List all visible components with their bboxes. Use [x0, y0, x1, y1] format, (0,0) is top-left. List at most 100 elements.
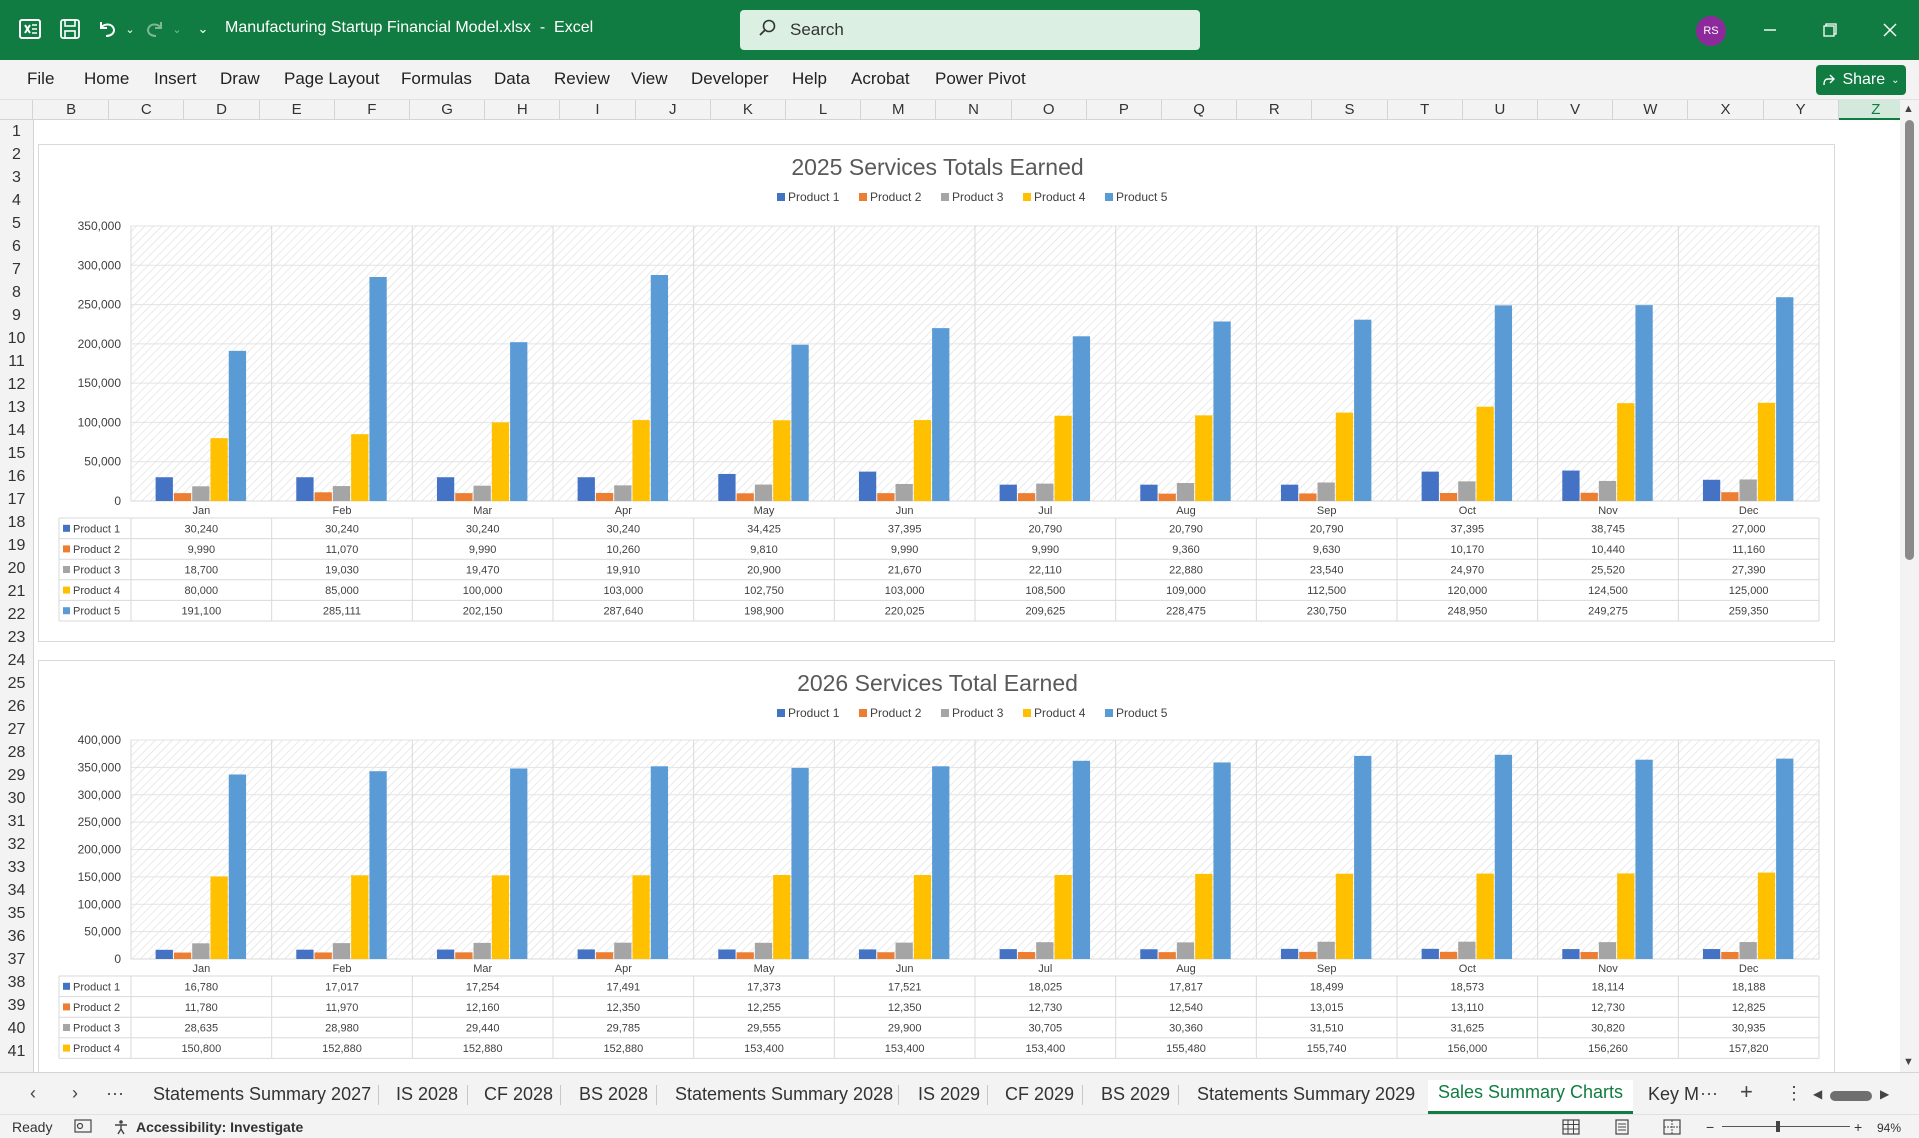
- row-header-33[interactable]: 33: [7, 859, 26, 876]
- row-header-13[interactable]: 13: [7, 399, 26, 416]
- zoom-level[interactable]: 94%: [1877, 1121, 1902, 1135]
- customize-toolbar-icon[interactable]: ⌄: [197, 21, 209, 36]
- column-header-r[interactable]: R: [1237, 100, 1313, 120]
- row-header-32[interactable]: 32: [7, 836, 26, 853]
- menu-file[interactable]: File: [27, 69, 55, 88]
- scroll-up-icon[interactable]: ▲: [1903, 103, 1914, 115]
- column-header-x[interactable]: X: [1688, 100, 1764, 120]
- undo-icon[interactable]: [92, 14, 122, 44]
- row-header-2[interactable]: 2: [12, 146, 21, 163]
- row-header-16[interactable]: 16: [7, 468, 26, 485]
- row-header-39[interactable]: 39: [7, 997, 26, 1014]
- column-header-y[interactable]: Y: [1764, 100, 1839, 120]
- row-header-18[interactable]: 18: [7, 514, 26, 531]
- column-header-m[interactable]: M: [861, 100, 937, 120]
- tab-key-m[interactable]: Key M: [1648, 1084, 1700, 1104]
- menu-page-layout[interactable]: Page Layout: [284, 69, 380, 88]
- column-header-f[interactable]: F: [335, 100, 410, 120]
- row-header-34[interactable]: 34: [7, 882, 26, 899]
- row-header-35[interactable]: 35: [7, 905, 26, 922]
- zoom-slider-thumb[interactable]: [1776, 1121, 1780, 1132]
- row-header-8[interactable]: 8: [12, 284, 21, 301]
- scroll-down-icon[interactable]: ▼: [1903, 1056, 1914, 1068]
- column-header-j[interactable]: J: [636, 100, 711, 120]
- redo-icon[interactable]: [140, 14, 170, 44]
- row-header-15[interactable]: 15: [7, 445, 26, 462]
- row-header-4[interactable]: 4: [12, 192, 21, 209]
- column-header-g[interactable]: G: [410, 100, 486, 120]
- menu-insert[interactable]: Insert: [154, 69, 197, 88]
- column-header-t[interactable]: T: [1388, 100, 1463, 120]
- row-header-24[interactable]: 24: [7, 652, 26, 669]
- column-header-v[interactable]: V: [1538, 100, 1614, 120]
- menu-review[interactable]: Review: [554, 69, 610, 88]
- column-header-e[interactable]: E: [260, 100, 335, 120]
- column-header-n[interactable]: N: [936, 100, 1012, 120]
- row-header-40[interactable]: 40: [7, 1020, 26, 1037]
- row-header-1[interactable]: 1: [12, 123, 21, 140]
- tab-is-2028[interactable]: IS 2028: [396, 1084, 459, 1104]
- menu-home[interactable]: Home: [84, 69, 130, 88]
- tab-bs-2028[interactable]: BS 2028: [579, 1084, 649, 1104]
- zoom-in-icon[interactable]: +: [1854, 1119, 1863, 1135]
- row-header-26[interactable]: 26: [7, 698, 26, 715]
- menu-power-pivot[interactable]: Power Pivot: [935, 69, 1026, 88]
- row-header-21[interactable]: 21: [7, 583, 26, 600]
- column-header-h[interactable]: H: [485, 100, 561, 120]
- row-header-38[interactable]: 38: [7, 974, 26, 991]
- tab-scroll-left-icon[interactable]: ‹: [30, 1083, 36, 1103]
- row-header-22[interactable]: 22: [7, 606, 26, 623]
- column-header-l[interactable]: L: [786, 100, 862, 120]
- hscroll-right-icon[interactable]: ▶: [1880, 1087, 1890, 1101]
- zoom-out-icon[interactable]: −: [1706, 1119, 1715, 1135]
- menu-data[interactable]: Data: [494, 69, 530, 88]
- tab-bs-2029[interactable]: BS 2029: [1101, 1084, 1171, 1104]
- accessibility-icon[interactable]: [113, 1119, 129, 1138]
- horizontal-scroll-thumb[interactable]: [1830, 1091, 1872, 1101]
- select-all-corner[interactable]: [0, 100, 33, 120]
- worksheet-grid[interactable]: 2025 Services Totals Earned Product 1 Prod…: [34, 120, 1900, 1072]
- column-header-o[interactable]: O: [1012, 100, 1087, 120]
- menu-formulas[interactable]: Formulas: [401, 69, 472, 88]
- column-header-u[interactable]: U: [1463, 100, 1538, 120]
- row-header-41[interactable]: 41: [7, 1043, 26, 1060]
- column-header-d[interactable]: D: [184, 100, 260, 120]
- search-box[interactable]: Search: [740, 10, 1200, 50]
- row-header-12[interactable]: 12: [7, 376, 26, 393]
- save-icon[interactable]: [55, 14, 85, 44]
- column-header-i[interactable]: I: [560, 100, 636, 120]
- menu-acrobat[interactable]: Acrobat: [851, 69, 910, 88]
- row-header-23[interactable]: 23: [7, 629, 26, 646]
- tab-sales-summary-charts[interactable]: Sales Summary Charts: [1428, 1080, 1634, 1114]
- row-header-37[interactable]: 37: [7, 951, 26, 968]
- zoom-slider[interactable]: [1722, 1126, 1850, 1127]
- add-sheet-button[interactable]: +: [1740, 1079, 1753, 1104]
- row-header-9[interactable]: 9: [12, 307, 21, 324]
- row-header-20[interactable]: 20: [7, 560, 26, 577]
- row-header-30[interactable]: 30: [7, 790, 26, 807]
- page-break-view-icon[interactable]: [1663, 1119, 1681, 1138]
- user-avatar[interactable]: RS: [1696, 16, 1726, 46]
- vertical-ellipsis-icon[interactable]: ⋮: [1785, 1083, 1803, 1103]
- normal-view-icon[interactable]: [1562, 1119, 1580, 1138]
- column-header-w[interactable]: W: [1613, 100, 1689, 120]
- share-button[interactable]: Share ⌄: [1816, 65, 1906, 95]
- column-header-s[interactable]: S: [1312, 100, 1388, 120]
- row-header-3[interactable]: 3: [12, 169, 21, 186]
- undo-dropdown-icon[interactable]: ⌄: [125, 23, 135, 36]
- tab-cf-2029[interactable]: CF 2029: [1005, 1084, 1075, 1104]
- close-icon[interactable]: [1868, 12, 1912, 48]
- tab-statements-summary-2027[interactable]: Statements Summary 2027: [153, 1084, 372, 1104]
- row-header-17[interactable]: 17: [7, 491, 26, 508]
- hscroll-left-icon[interactable]: ◀: [1813, 1087, 1823, 1101]
- vertical-scrollbar[interactable]: ▲ ▼: [1900, 100, 1919, 1072]
- tab-is-2029[interactable]: IS 2029: [918, 1084, 981, 1104]
- page-layout-view-icon[interactable]: [1613, 1119, 1631, 1138]
- chart-2025[interactable]: 2025 Services Totals Earned Product 1 Prod…: [38, 144, 1835, 642]
- chart-2026[interactable]: 2026 Services Total Earned Product 1 Produ…: [38, 660, 1835, 1072]
- macro-recording-icon[interactable]: [74, 1119, 92, 1137]
- menu-view[interactable]: View: [631, 69, 668, 88]
- column-header-c[interactable]: C: [109, 100, 185, 120]
- column-header-p[interactable]: P: [1087, 100, 1162, 120]
- tab-statements-summary-2029[interactable]: Statements Summary 2029: [1197, 1084, 1416, 1104]
